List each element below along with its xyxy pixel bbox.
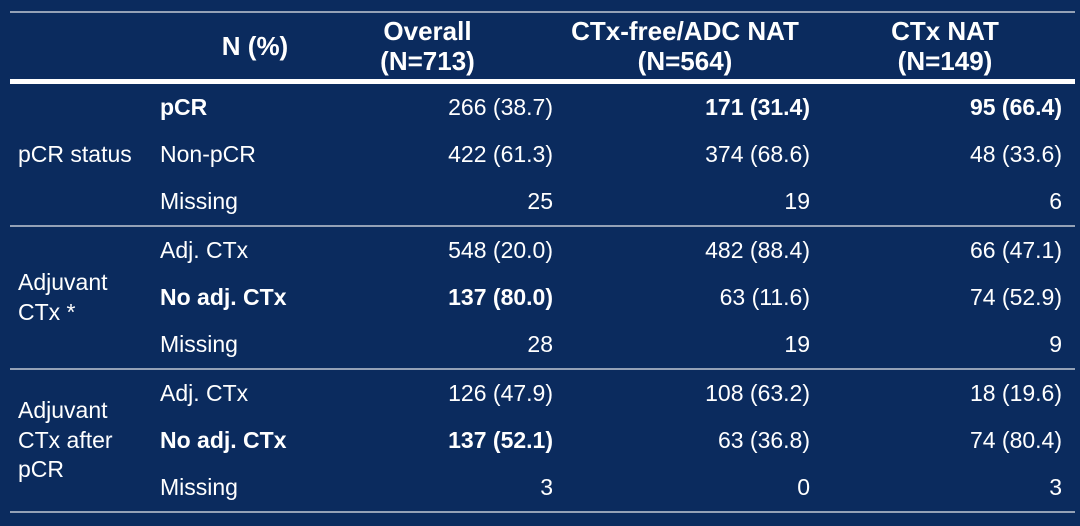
cell-value: 9 <box>1049 331 1062 357</box>
row-label-missing: Missing <box>160 331 238 357</box>
group-label-pcr-status: pCR status <box>18 140 132 167</box>
results-table-container: N (%) Overall (N=713) CTx-free/ADC NAT (… <box>10 11 1075 513</box>
table-row: Missing 3 0 3 <box>10 464 1075 512</box>
cell-value: 95 (66.4) <box>969 94 1062 120</box>
cell-value: 126 (47.9) <box>448 380 553 406</box>
row-label-pcr: pCR <box>160 94 208 120</box>
table-row: Adjuvant CTx after pCR Adj. CTx 126 (47.… <box>10 369 1075 482</box>
cell-value: 137 (80.0) <box>448 284 553 310</box>
cell-value: 74 (80.4) <box>969 427 1062 453</box>
row-label-adj-ctx: Adj. CTx <box>160 237 249 263</box>
cell-value: 482 (88.4) <box>705 237 810 263</box>
table-row: Missing 28 19 9 <box>10 321 1075 369</box>
cell-value: 63 (36.8) <box>717 427 810 453</box>
row-label-no-adj-ctx: No adj. CTx <box>160 284 287 310</box>
table-header-row: N (%) Overall (N=713) CTx-free/ADC NAT (… <box>10 12 1075 84</box>
row-label-no-adj-ctx: No adj. CTx <box>160 427 287 453</box>
cell-value: 63 (11.6) <box>719 284 810 310</box>
cell-value: 3 <box>1049 474 1062 500</box>
table-row: Missing 25 19 6 <box>10 178 1075 226</box>
header-n-pct: N (%) <box>10 12 330 84</box>
header-ctx-nat: CTx NAT (N=149) <box>815 12 1075 84</box>
table-row: Non-pCR 422 (61.3) 374 (68.6) 48 (33.6) <box>10 131 1075 178</box>
cell-value: 18 (19.6) <box>969 380 1062 406</box>
cell-value: 3 <box>540 474 553 500</box>
row-label-missing: Missing <box>160 188 238 214</box>
table-row: No adj. CTx 137 (80.0) 63 (11.6) 74 (52.… <box>10 274 1075 321</box>
row-label-missing: Missing <box>160 474 238 500</box>
cell-value: 137 (52.1) <box>448 427 553 453</box>
header-overall: Overall (N=713) <box>330 12 555 84</box>
cell-value: 548 (20.0) <box>448 237 553 263</box>
table-row: No adj. CTx 137 (52.1) 63 (36.8) 74 (80.… <box>10 417 1075 464</box>
section-pcr-status: pCR status pCR 266 (38.7) 171 (31.4) 95 … <box>10 82 1075 227</box>
cell-value: 19 <box>784 331 810 357</box>
cell-value: 28 <box>527 331 553 357</box>
header-ctx-free-adc-nat: CTx-free/ADC NAT (N=564) <box>555 12 815 84</box>
section-adjuvant-ctx-after-pcr: Adjuvant CTx after pCR Adj. CTx 126 (47.… <box>10 369 1075 512</box>
cell-value: 374 (68.6) <box>705 141 810 167</box>
cell-value: 422 (61.3) <box>448 141 553 167</box>
cell-value: 266 (38.7) <box>448 94 553 120</box>
cell-value: 6 <box>1049 188 1062 214</box>
table-header: N (%) Overall (N=713) CTx-free/ADC NAT (… <box>10 12 1075 84</box>
cell-value: 74 (52.9) <box>969 284 1062 310</box>
section-adjuvant-ctx: Adjuvant CTx * Adj. CTx 548 (20.0) 482 (… <box>10 226 1075 369</box>
row-label-non-pcr: Non-pCR <box>160 141 256 167</box>
cell-value: 0 <box>797 474 810 500</box>
cell-value: 48 (33.6) <box>969 141 1062 167</box>
results-table: N (%) Overall (N=713) CTx-free/ADC NAT (… <box>10 11 1075 513</box>
cell-value: 66 (47.1) <box>969 237 1062 263</box>
cell-value: 108 (63.2) <box>705 380 810 406</box>
group-label-adjuvant-ctx-after-pcr: Adjuvant CTx after pCR <box>18 396 113 483</box>
table-row: Adjuvant CTx * Adj. CTx 548 (20.0) 482 (… <box>10 226 1075 325</box>
cell-value: 19 <box>784 188 810 214</box>
group-label-adjuvant-ctx: Adjuvant CTx * <box>18 268 108 325</box>
cell-value: 25 <box>527 188 553 214</box>
row-label-adj-ctx: Adj. CTx <box>160 380 249 406</box>
table-row: pCR status pCR 266 (38.7) 171 (31.4) 95 … <box>10 82 1075 167</box>
cell-value: 171 (31.4) <box>705 94 810 120</box>
